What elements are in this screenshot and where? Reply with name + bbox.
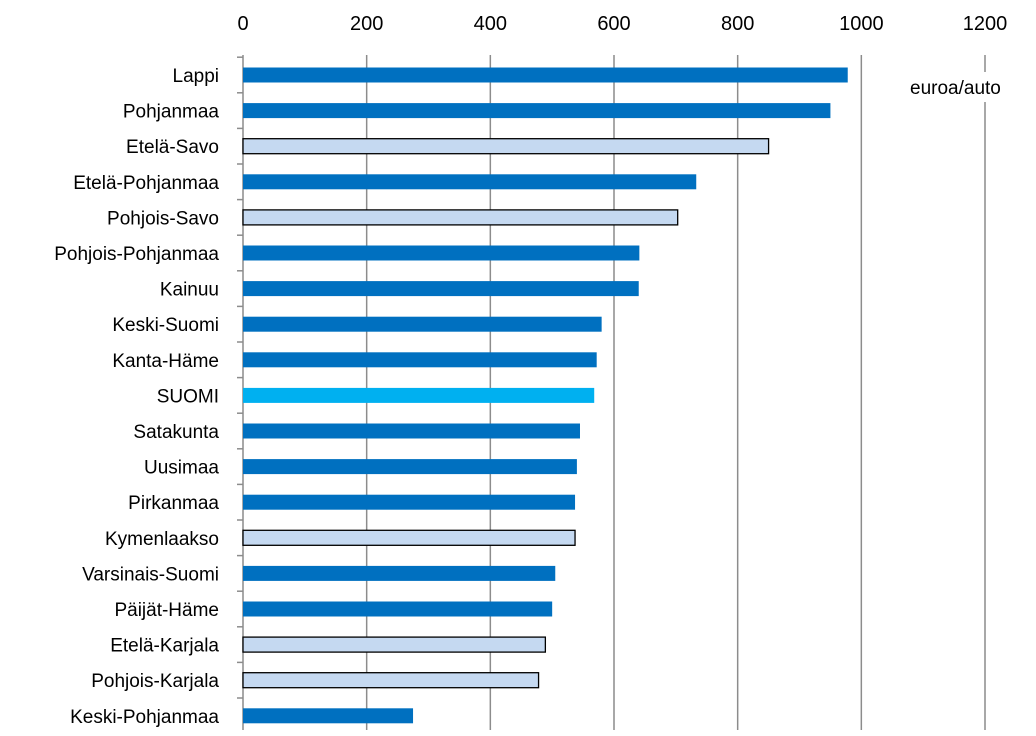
bar xyxy=(243,601,553,617)
category-axis-ticks xyxy=(237,56,243,735)
bar xyxy=(243,387,595,403)
bar xyxy=(243,423,580,439)
bar xyxy=(243,459,577,475)
bar xyxy=(243,352,597,368)
x-tick-label: 0 xyxy=(237,13,248,35)
bar xyxy=(243,565,556,581)
x-tick-label: 1200 xyxy=(963,13,1008,35)
category-label: Pirkanmaa xyxy=(128,493,219,514)
bar xyxy=(243,103,831,119)
category-label: Lappi xyxy=(173,66,220,87)
x-tick-label: 600 xyxy=(597,13,630,35)
x-tick-label: 1000 xyxy=(839,13,884,35)
bar xyxy=(243,494,576,510)
category-label: Pohjanmaa xyxy=(123,102,220,123)
category-label-layer: Lappi Pohjanmaa Etelä-Savo Etelä-Pohjanmaa P… xyxy=(54,66,219,728)
x-tick-label: 200 xyxy=(350,13,383,35)
category-label: Varsinais-Suomi xyxy=(82,564,219,585)
x-tick-label: 800 xyxy=(721,13,754,35)
bar xyxy=(243,245,640,261)
category-label: Keski-Suomi xyxy=(112,315,219,336)
bar-layer xyxy=(242,67,848,724)
grid-layer xyxy=(237,55,986,735)
bar xyxy=(242,209,679,226)
bar xyxy=(243,708,414,724)
tick-label-layer: 0 200 400 600 800 1000 1200 xyxy=(237,13,1007,35)
bar xyxy=(243,174,697,190)
category-label: Päijät-Häme xyxy=(114,600,219,621)
category-label: Kanta-Häme xyxy=(112,351,219,372)
category-label: Etelä-Savo xyxy=(126,137,219,158)
bar xyxy=(243,281,639,297)
category-label: Etelä-Karjala xyxy=(110,636,219,657)
category-label: Kainuu xyxy=(160,280,219,301)
bar xyxy=(243,67,848,83)
bar xyxy=(243,316,602,332)
x-tick-label: 400 xyxy=(474,13,507,35)
category-label: Pohjois-Pohjanmaa xyxy=(54,244,219,265)
category-label: Etelä-Pohjanmaa xyxy=(73,173,219,194)
bar xyxy=(242,636,547,653)
bar xyxy=(242,529,576,546)
unit-label-background xyxy=(906,72,1032,102)
category-label: Pohjois-Karjala xyxy=(91,671,219,692)
category-label: Uusimaa xyxy=(144,458,219,479)
category-label: Satakunta xyxy=(133,422,219,443)
category-label: Keski-Pohjanmaa xyxy=(70,707,219,728)
bar xyxy=(242,672,540,689)
bar xyxy=(242,138,770,155)
category-label: Pohjois-Savo xyxy=(107,208,219,229)
category-label: Kymenlaakso xyxy=(105,529,219,550)
unit-label: euroa/auto xyxy=(910,78,1001,99)
category-label: SUOMI xyxy=(157,386,219,407)
